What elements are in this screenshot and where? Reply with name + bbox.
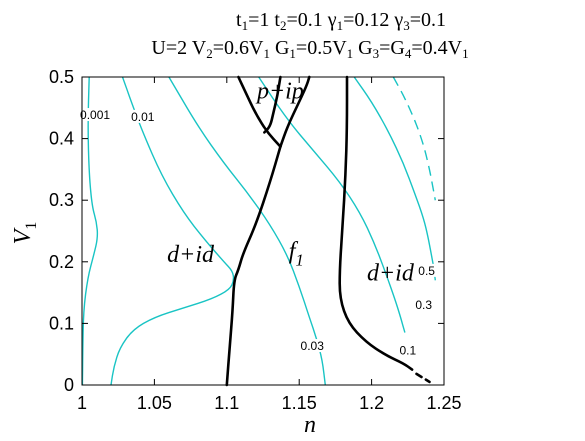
y-axis-ticks: 0 0.1 0.2 0.3 0.4 0.5 [49, 67, 444, 395]
region-label-3: d+id [367, 260, 415, 286]
y-tick-label: 0 [64, 375, 74, 395]
contour-label-0.03: 0.03 [301, 339, 325, 353]
contour-label-bg [75, 108, 115, 122]
region-label-1: p+ip [255, 79, 304, 105]
x-tick-label: 1.25 [426, 393, 461, 413]
contour-line-0.5 [392, 76, 436, 201]
contour-line-0.01 [110, 76, 235, 386]
contour-label-0.5: 0.5 [418, 264, 435, 278]
x-axis-label: n [304, 412, 316, 438]
y-tick-label: 0.1 [49, 313, 74, 333]
phase-boundary-2 [225, 145, 282, 387]
x-tick-label: 1 [77, 393, 87, 413]
title-line-1: t1=1 t2=0.1 γ1=0.12 γ3=0.1 [236, 9, 446, 33]
contour-label-0.001: 0.001 [80, 108, 110, 122]
plot-frame [81, 76, 445, 386]
phase-boundary-3 [263, 75, 282, 134]
contour-label-bg [395, 343, 421, 357]
y-tick-label: 0.3 [49, 190, 74, 210]
contour-label-bg [414, 263, 440, 277]
y-axis-label: V1 [10, 222, 40, 245]
title-line-2: U=2 V2=0.6V1 G1=0.5V1 G3=G4=0.4V1 [151, 37, 468, 61]
phase-boundary-1 [279, 75, 311, 148]
contour-line-0.03 [168, 76, 326, 386]
x-tick-label: 1.2 [359, 393, 384, 413]
x-axis-ticks: 1 1.05 1.1 1.15 1.2 1.25 [77, 77, 462, 413]
contour-label-0.01: 0.01 [131, 110, 155, 124]
x-tick-label: 1.1 [214, 393, 239, 413]
region-label-0: d+id [167, 242, 215, 268]
contour-line-0.001 [81, 76, 99, 386]
contour-label-bg [296, 339, 329, 353]
phase-boundary-5 [415, 372, 431, 384]
contour-label-bg [126, 109, 159, 123]
x-tick-label: 1.05 [137, 393, 172, 413]
contour-line-0.1 [258, 76, 406, 333]
contour-label-bg [411, 297, 437, 311]
phase-boundary-4 [338, 75, 414, 371]
y-tick-label: 0.5 [49, 67, 74, 87]
contour-label-0.1: 0.1 [399, 343, 416, 357]
y-tick-label: 0.2 [49, 252, 74, 272]
y-tick-label: 0.4 [49, 129, 74, 149]
x-tick-label: 1.15 [282, 393, 317, 413]
contour-label-0.3: 0.3 [415, 298, 432, 312]
contour-line-0.3 [353, 76, 436, 281]
